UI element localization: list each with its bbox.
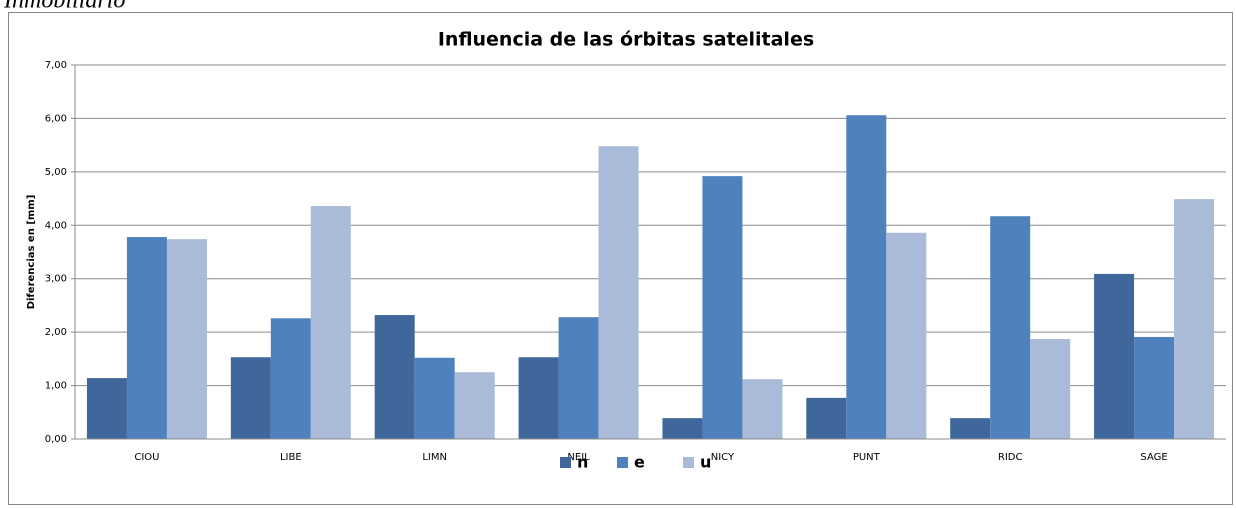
bar <box>310 206 351 439</box>
x-tick-label: NEIL <box>567 452 590 463</box>
bar <box>230 357 271 439</box>
x-tick-label: LIMN <box>422 452 447 463</box>
y-tick-label: 1,00 <box>45 381 67 392</box>
bar <box>518 357 559 439</box>
legend-swatch <box>560 457 571 468</box>
bar <box>1094 273 1135 439</box>
bar <box>166 239 207 439</box>
x-tick-label: PUNT <box>853 452 881 463</box>
y-tick-label: 4,00 <box>45 220 67 231</box>
bar <box>270 318 311 439</box>
bar <box>806 397 847 439</box>
bar <box>702 176 743 440</box>
bar <box>86 378 127 439</box>
x-tick-label: NICY <box>711 452 735 463</box>
y-tick-label: 5,00 <box>45 167 67 178</box>
bar <box>126 237 167 439</box>
chart-title: Influencia de las órbitas satelitales <box>438 29 814 51</box>
x-tick-label: RIDC <box>998 452 1023 463</box>
bar <box>598 146 639 439</box>
bar <box>990 216 1031 439</box>
legend-swatch <box>617 457 628 468</box>
bar <box>1174 199 1215 439</box>
legend-label: u <box>700 453 711 472</box>
x-tick-label: SAGE <box>1140 452 1167 463</box>
y-tick-label: 0,00 <box>45 434 67 445</box>
bar <box>742 379 783 439</box>
bar <box>558 317 599 439</box>
bar <box>950 418 991 439</box>
header-text: Inmobiliario <box>3 0 125 14</box>
y-tick-label: 2,00 <box>45 327 67 338</box>
y-tick-label: 7,00 <box>45 60 67 71</box>
bar <box>1030 339 1071 439</box>
legend-label: n <box>577 453 588 472</box>
legend-label: e <box>634 453 645 472</box>
bar <box>662 418 703 439</box>
x-tick-label: CIOU <box>134 452 159 463</box>
y-tick-label: 3,00 <box>45 274 67 285</box>
legend-swatch <box>683 457 694 468</box>
bar <box>1134 336 1175 439</box>
bar <box>414 357 455 439</box>
y-tick-label: 6,00 <box>45 113 67 124</box>
x-tick-label: LIBE <box>280 452 302 463</box>
bar <box>454 372 495 439</box>
y-axis-label: Diferencias en [mm] <box>26 195 37 310</box>
bar <box>886 232 927 439</box>
bar <box>846 115 887 440</box>
bar <box>374 315 415 439</box>
